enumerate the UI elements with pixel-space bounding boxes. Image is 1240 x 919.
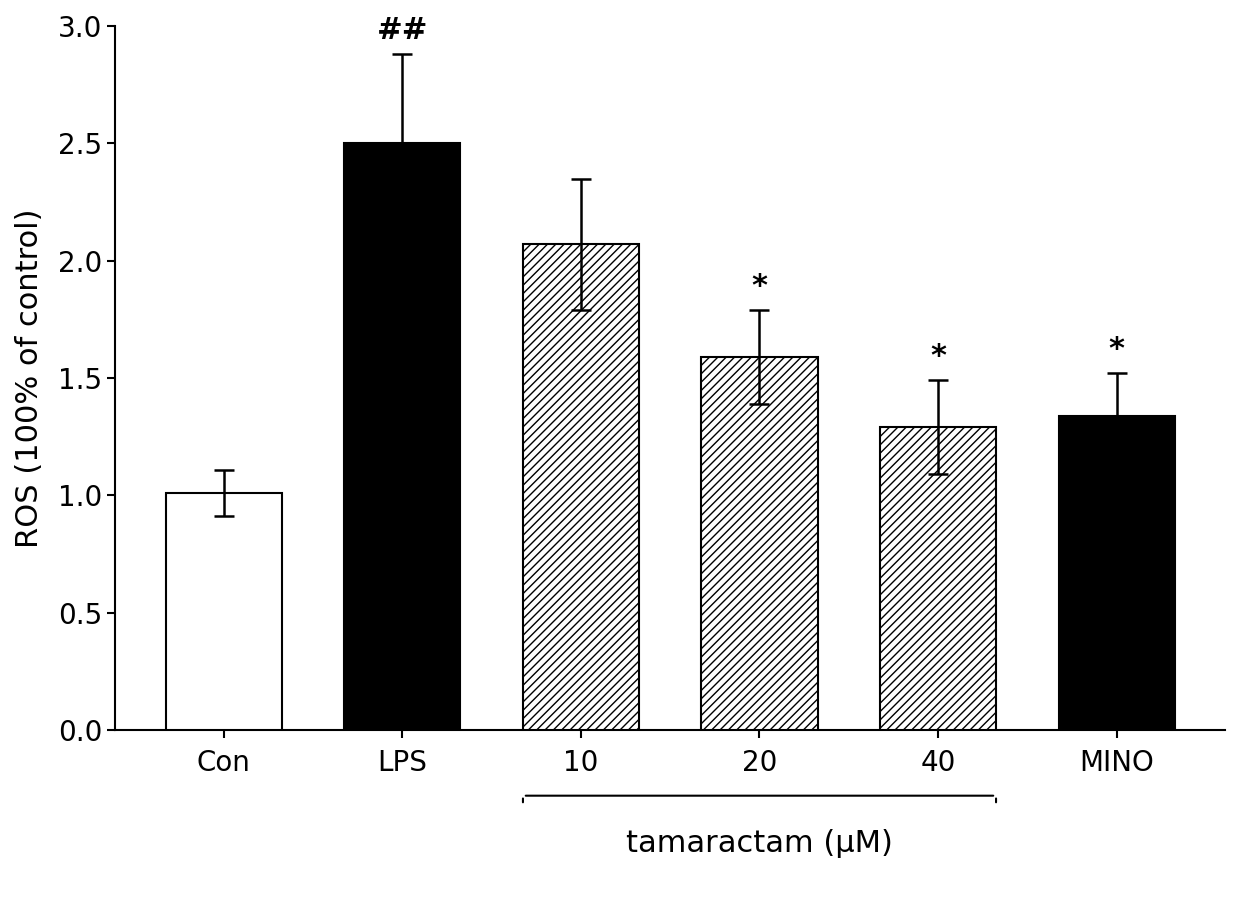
Text: *: *	[751, 271, 768, 301]
Text: tamaractam (μM): tamaractam (μM)	[626, 829, 893, 857]
Bar	[345, 143, 460, 730]
Bar	[702, 357, 817, 730]
Y-axis label: ROS (100% of control): ROS (100% of control)	[15, 209, 43, 548]
Bar	[166, 493, 281, 730]
Bar	[880, 427, 996, 730]
Text: ##: ##	[377, 16, 428, 45]
Bar	[523, 244, 639, 730]
Bar	[1059, 415, 1174, 730]
Text: *: *	[930, 342, 946, 371]
Text: *: *	[1109, 335, 1125, 364]
